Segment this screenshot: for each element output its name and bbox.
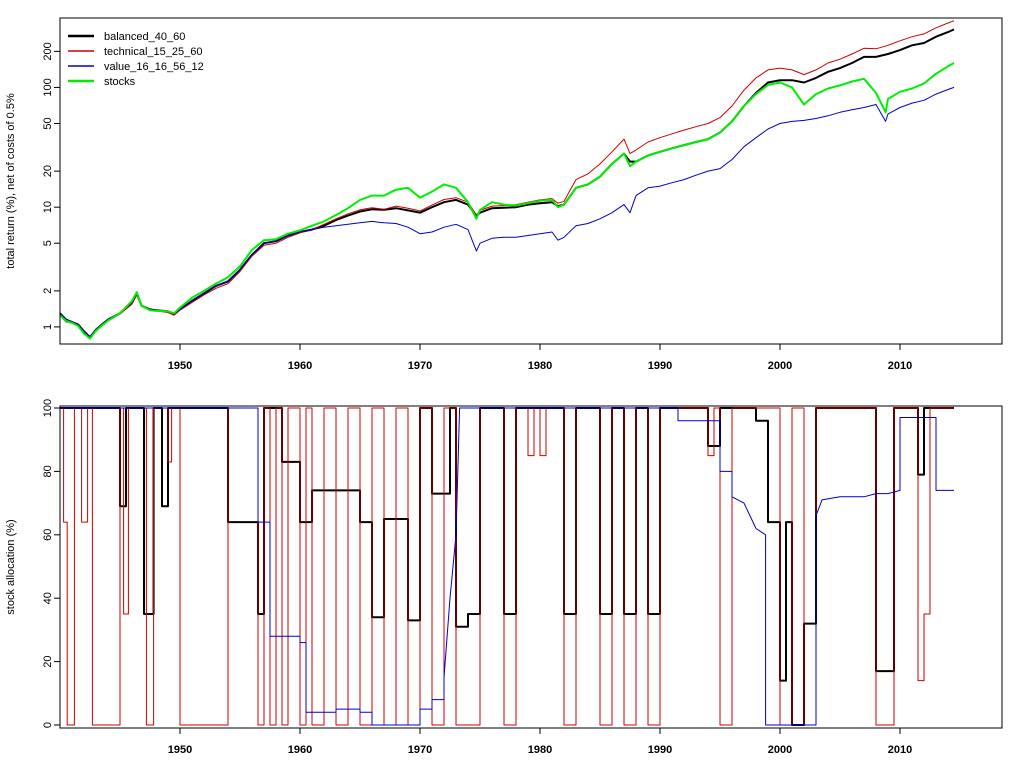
allocation-y-tick-label: 40	[42, 592, 54, 604]
allocation-x-tick-label: 1970	[408, 744, 432, 756]
return-panel: 1950 1960 1970 1980 1990 2000 2010 1 2 5 10 20 50 10…	[5, 17, 1003, 372]
return-y-tick-label: 5	[42, 240, 54, 246]
allocation-x-tick-label: 1950	[168, 744, 192, 756]
allocation-x-tick-label: 2010	[888, 744, 912, 756]
allocation-panel: 1950 1960 1970 1980 1990 2000 2010 0 20 40 60 80 10…	[5, 399, 1003, 756]
return-y-axis: 1 2 5 10 20 50 100 200	[42, 42, 60, 330]
legend-label-value-16-16-56-12: value_16_16_56_12	[104, 61, 204, 73]
return-series-lines	[59, 20, 955, 340]
allocation-x-tick-label: 1960	[288, 744, 312, 756]
return-y-tick-label: 20	[42, 165, 54, 177]
return-y-tick-label: 100	[42, 78, 54, 96]
allocation-plot-frame	[59, 405, 1003, 729]
allocation-y-tick-label: 0	[42, 722, 54, 728]
return-legend: balanced_40_60 technical_15_25_60 value_16…	[68, 31, 204, 88]
return-x-tick-label: 1970	[408, 360, 432, 372]
return-x-tick-label: 1960	[288, 360, 312, 372]
return-x-tick-label: 1990	[648, 360, 672, 372]
allocation-y-tick-label: 60	[42, 529, 54, 541]
return-x-tick-label: 1980	[528, 360, 552, 372]
return-y-tick-label: 1	[42, 324, 54, 330]
legend-label-stocks: stocks	[104, 76, 136, 88]
allocation-series-3-line	[60, 407, 954, 726]
return-plot-frame	[59, 17, 1003, 345]
allocation-x-axis: 1950 1960 1970 1980 1990 2000 2010	[168, 728, 912, 756]
return-x-axis: 1950 1960 1970 1980 1990 2000 2010	[168, 344, 912, 372]
allocation-y-tick-label: 20	[42, 655, 54, 667]
legend-label-technical-15-25-60: technical_15_25_60	[104, 46, 202, 58]
allocation-x-tick-label: 1990	[648, 744, 672, 756]
return-x-tick-label: 2000	[768, 360, 792, 372]
return-x-tick-label: 1950	[168, 360, 192, 372]
return-y-tick-label: 10	[42, 201, 54, 213]
allocation-x-tick-label: 1980	[528, 744, 552, 756]
return-y-axis-label: total return (%), net of costs of 0.5%	[5, 93, 17, 269]
return-y-tick-label: 200	[42, 42, 54, 60]
allocation-x-tick-label: 2000	[768, 744, 792, 756]
return-y-tick-label: 2	[42, 288, 54, 294]
allocation-series-lines	[60, 407, 954, 726]
legend-label-balanced-40-60: balanced_40_60	[104, 31, 185, 43]
return-y-tick-label: 50	[42, 117, 54, 129]
return-series-stocks-line	[59, 62, 955, 340]
allocation-y-axis-label: stock allocation (%)	[5, 519, 17, 614]
allocation-y-tick-label: 80	[42, 465, 54, 477]
return-x-tick-label: 2010	[888, 360, 912, 372]
allocation-y-tick-label: 100	[42, 399, 54, 417]
allocation-y-axis: 0 20 40 60 80 100	[42, 399, 60, 728]
